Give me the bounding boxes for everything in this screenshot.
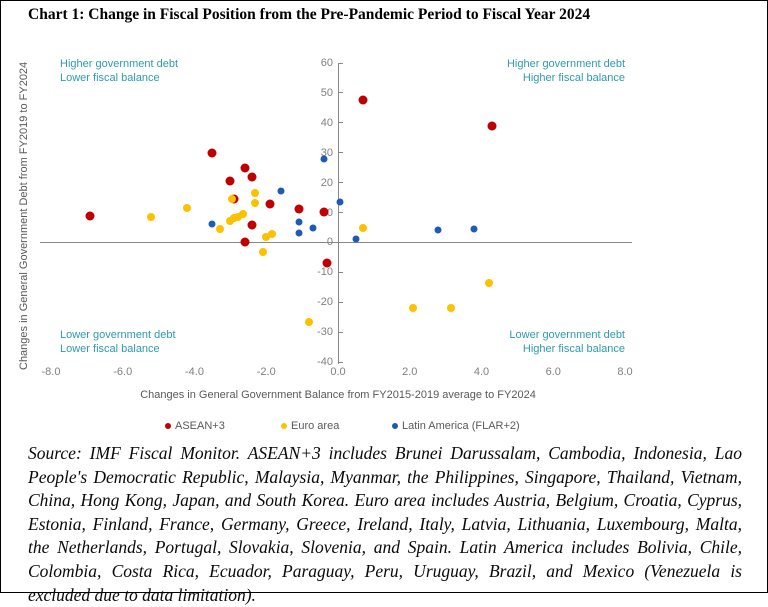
y-tick-label: 30	[320, 146, 333, 159]
y-tick-label: 0	[326, 236, 333, 249]
data-point-euro-area	[147, 213, 156, 222]
data-point-euro-area	[228, 194, 237, 203]
x-tick-label: 0.0	[330, 366, 346, 378]
data-point-latin-america-flar-2	[309, 224, 317, 232]
data-point-euro-area	[262, 233, 271, 242]
data-point-euro-area	[258, 248, 267, 257]
data-point-asean-3	[247, 220, 257, 230]
x-tick-label: 6.0	[545, 366, 561, 378]
data-point-asean-3	[294, 204, 304, 214]
data-point-euro-area	[251, 189, 260, 198]
legend-item: Latin America (FLAR+2)	[392, 420, 520, 432]
data-point-asean-3	[85, 211, 95, 221]
data-point-latin-america-flar-2	[295, 218, 303, 226]
quadrant-label-top-left: Higher government debt Lower fiscal bala…	[60, 58, 179, 84]
y-tick-mark	[339, 152, 343, 154]
y-tick-label: -10	[317, 266, 333, 279]
data-point-euro-area	[215, 224, 224, 233]
y-tick-label: 20	[320, 176, 333, 189]
data-point-euro-area	[267, 230, 276, 239]
data-point-euro-area	[447, 304, 455, 313]
data-point-euro-area	[484, 279, 493, 288]
x-tick-label: -8.0	[41, 366, 61, 378]
data-point-euro-area	[409, 304, 418, 313]
y-tick-mark	[339, 301, 343, 303]
data-point-latin-america-flar-2	[434, 226, 442, 234]
y-tick-label: 50	[320, 86, 333, 99]
legend-marker-icon	[392, 423, 398, 429]
y-tick-mark	[339, 212, 343, 213]
data-point-asean-3	[265, 199, 275, 209]
data-point-asean-3	[358, 95, 368, 105]
y-tick-label: 40	[320, 116, 333, 129]
data-point-asean-3	[207, 148, 217, 158]
x-axis-zero-line	[40, 242, 632, 243]
y-tick-label: -30	[317, 326, 333, 339]
y-tick-mark	[339, 241, 343, 243]
data-point-latin-america-flar-2	[277, 187, 285, 195]
legend-label: Latin America (FLAR+2)	[402, 420, 520, 432]
legend-item: ASEAN+3	[165, 420, 225, 432]
y-tick-mark	[339, 182, 343, 184]
plot-area: Higher government debt Lower fiscal bala…	[18, 57, 633, 402]
chart-legend: ASEAN+3 Euro area Latin America (FLAR+2)	[0, 420, 768, 436]
y-tick-label: -20	[317, 296, 333, 309]
data-point-latin-america-flar-2	[208, 220, 216, 228]
x-tick-label: 2.0	[402, 366, 418, 378]
y-axis-line	[338, 63, 339, 364]
y-tick-mark	[339, 62, 343, 64]
legend-label: Euro area	[291, 420, 340, 432]
y-axis-title: Changes in General Government Debt from …	[18, 61, 30, 370]
data-point-asean-3	[240, 163, 250, 173]
y-tick-mark	[339, 361, 343, 363]
data-point-asean-3	[322, 258, 332, 268]
data-point-euro-area	[251, 198, 260, 207]
source-note: Source: IMF Fiscal Monitor. ASEAN+3 incl…	[28, 443, 742, 605]
y-tick-mark	[339, 271, 343, 273]
quadrant-label-bottom-left: Lower government debt Lower fiscal balan…	[60, 329, 176, 355]
data-point-euro-area	[305, 317, 314, 326]
quadrant-label-top-right: Higher government debt Higher fiscal bal…	[506, 58, 625, 84]
data-point-latin-america-flar-2	[295, 229, 303, 237]
data-point-euro-area	[238, 210, 247, 219]
legend-marker-icon	[165, 423, 171, 429]
legend-item: Euro area	[281, 420, 339, 432]
data-point-euro-area	[183, 204, 192, 213]
data-point-asean-3	[319, 207, 329, 217]
data-point-latin-america-flar-2	[470, 225, 478, 233]
chart-title: Chart 1: Change in Fiscal Position from …	[28, 6, 591, 23]
data-point-latin-america-flar-2	[352, 235, 360, 243]
x-tick-label: -4.0	[185, 366, 204, 378]
legend-label: ASEAN+3	[175, 420, 225, 432]
data-point-asean-3	[487, 121, 497, 131]
data-point-asean-3	[247, 172, 257, 182]
data-point-latin-america-flar-2	[336, 198, 344, 206]
y-tick-mark	[339, 92, 343, 94]
x-tick-label: 8.0	[617, 366, 633, 378]
legend-marker-icon	[281, 423, 287, 429]
quadrant-label-bottom-right: Lower government debt Higher fiscal bala…	[509, 329, 625, 355]
data-point-euro-area	[359, 224, 368, 233]
y-tick-mark	[339, 122, 343, 124]
x-tick-label: 4.0	[473, 366, 490, 378]
x-tick-label: -6.0	[113, 366, 133, 378]
y-tick-mark	[339, 331, 343, 333]
x-axis-title: Changes in General Government Balance fr…	[140, 389, 536, 401]
data-point-latin-america-flar-2	[320, 155, 328, 163]
y-tick-label: -40	[317, 356, 333, 368]
data-point-asean-3	[225, 176, 235, 186]
data-point-asean-3	[240, 237, 250, 247]
data-point-euro-area	[233, 212, 242, 221]
y-tick-label: 60	[320, 57, 333, 69]
x-tick-label: -2.0	[256, 366, 276, 378]
